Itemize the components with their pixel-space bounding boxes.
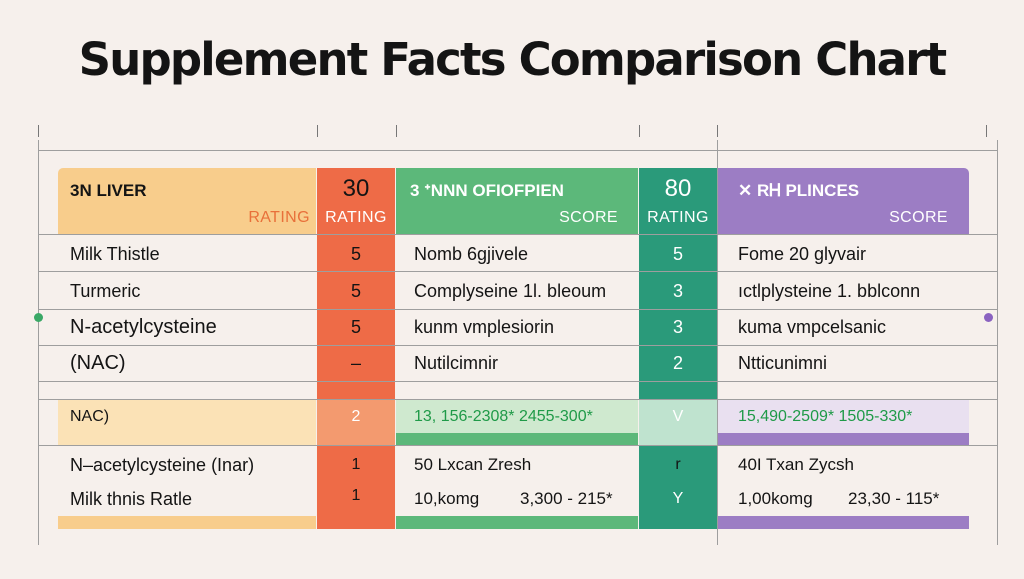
row-rating: V (672, 408, 684, 425)
grid-hline (38, 445, 998, 446)
row-detail: ıctlplysteine 1. bblconn (738, 280, 921, 301)
tick-mark (639, 125, 640, 137)
col2-header-title: 30 (342, 175, 370, 202)
grid-hline (38, 345, 998, 346)
col2-bg (317, 168, 395, 529)
grid-hline (38, 309, 998, 310)
row-name: Turmeric (70, 280, 141, 301)
mid-band-col1 (58, 399, 316, 445)
row-rating: 5 (350, 316, 361, 337)
row-rating: 5 (672, 243, 683, 264)
col2-header-sub: RATING (325, 209, 387, 226)
tick-mark (317, 125, 318, 137)
row-detail: 13, 156-2308* 2455-300* (414, 408, 593, 425)
bottom-strip-col3 (396, 516, 638, 529)
row-rating: 3 (672, 280, 683, 301)
col3-header-sub: SCORE (559, 209, 618, 226)
row-detail: Nomb 6gjivele (414, 243, 529, 264)
row-detail: 3,300 - 215* (520, 489, 613, 508)
row-rating: 2 (672, 352, 683, 373)
row-rating: 1 (351, 487, 361, 504)
row-detail: 40I Txan Zycsh (738, 455, 854, 474)
row-detail: 23,30 - 115* (848, 489, 940, 508)
row-rating: 1 (351, 456, 361, 473)
col3-header-bg (396, 168, 638, 234)
row-name: N–acetylcysteine (Inar) (70, 454, 255, 475)
mid-band-underline-col5 (718, 433, 969, 445)
row-detail: 10,komg (414, 489, 480, 508)
row-name: (NAC) (70, 351, 126, 374)
grid-hline (38, 271, 998, 272)
tick-mark (396, 125, 397, 137)
grid-hline (38, 399, 998, 400)
row-name: Milk Thistle (70, 243, 160, 264)
grid-hline (38, 234, 998, 235)
col1-header-sub: RATING (248, 209, 310, 226)
col5-header-title: ✕ RᎻ PLINCES (738, 181, 860, 200)
row-rating: 2 (351, 408, 361, 425)
col4-bg (639, 168, 717, 529)
col4-header-title: 80 (664, 175, 692, 202)
chart-title: Supplement Facts Comparison Chart (78, 33, 948, 86)
col4-header-sub: RATING (647, 209, 709, 226)
grid-vline (997, 140, 998, 545)
bottom-strip-col5 (718, 516, 969, 529)
row-rating: – (350, 352, 361, 373)
row-detail: kuma vmpcelsanic (738, 316, 887, 337)
row-rating: Y (672, 490, 684, 507)
row-rating: 5 (350, 280, 361, 301)
row-detail: Ntticunimni (738, 352, 828, 373)
row-detail: 1,00komg (738, 489, 813, 508)
row-detail: kunm vmplesiorin (414, 316, 555, 337)
row-detail: 50 Lxcan Zresh (414, 455, 532, 474)
left-marker-dot (34, 313, 43, 322)
row-name: NAC) (70, 408, 110, 425)
col1-header-bg (58, 168, 316, 234)
col5-header-sub: SCORE (889, 209, 948, 226)
bottom-strip-col1 (58, 516, 316, 529)
row-rating: 5 (350, 243, 361, 264)
row-detail: 15,490-2509* 1505-330* (738, 408, 913, 425)
col3-header-title: 3 ᐩNNN OFIOFPIEN (410, 181, 564, 200)
row-rating: r (675, 456, 681, 473)
grid-vline (717, 140, 718, 545)
row-detail: Complyseine 1l. bleoum (414, 280, 607, 301)
mid-band-col4 (639, 399, 717, 445)
right-marker-dot (984, 313, 993, 322)
row-name: Milk thnis Ratle (70, 488, 193, 509)
grid-vline (38, 140, 39, 545)
grid-hline (38, 150, 998, 151)
col5-header-bg (718, 168, 969, 234)
tick-mark (717, 125, 718, 137)
row-detail: Fome 20 glyvair (738, 243, 867, 264)
tick-mark (38, 125, 39, 137)
mid-band-col2 (317, 399, 395, 445)
row-name: N-acetylcysteine (70, 315, 217, 338)
col1-header-title: 3N LIVER (70, 181, 147, 200)
grid-hline (38, 381, 998, 382)
tick-mark (986, 125, 987, 137)
mid-band-underline-col3 (396, 433, 638, 445)
row-rating: 3 (672, 316, 683, 337)
row-detail: Nutilcimnir (414, 352, 499, 373)
